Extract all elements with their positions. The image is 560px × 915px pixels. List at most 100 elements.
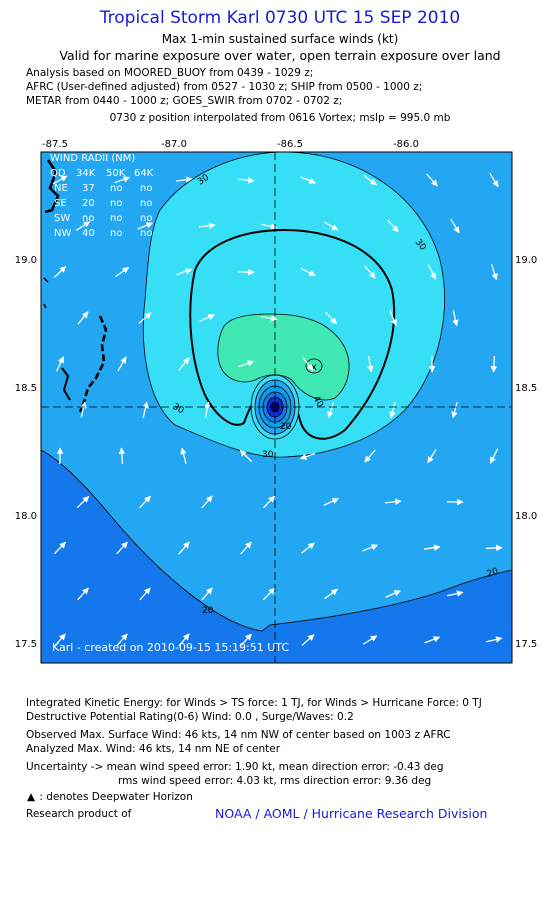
wind-arrow xyxy=(240,633,252,647)
wind-radii-header: QD xyxy=(50,168,66,179)
wind-arrow xyxy=(447,590,464,597)
map-subtitle: Max 1-min sustained surface winds (kt) xyxy=(161,32,399,46)
map-title: Tropical Storm Karl 0730 UTC 15 SEP 2010 xyxy=(99,8,461,28)
wind-arrow xyxy=(204,401,211,418)
latitude-ticks-right: 19.0 18.5 18.0 17.5 xyxy=(515,255,537,650)
coastline xyxy=(44,159,60,214)
wind-radii-title: WIND RADII (NM) xyxy=(50,153,135,164)
analysis-line: Analysis based on MOORED_BUOY from 0439 … xyxy=(26,67,314,79)
wind-arrow xyxy=(301,634,315,646)
coastline xyxy=(43,277,49,309)
wind-arrow xyxy=(52,175,68,185)
wind-arrow xyxy=(199,222,216,229)
wind-radii-value: no xyxy=(82,213,94,224)
wind-arrow xyxy=(486,636,503,643)
wind-arrow xyxy=(263,495,275,509)
wind-arrow xyxy=(137,222,154,230)
wind-arrow xyxy=(199,314,215,322)
wind-arrow xyxy=(262,587,276,601)
wind-arrow xyxy=(139,495,151,509)
wind-arrow xyxy=(367,355,374,373)
wind-arrow xyxy=(490,264,498,281)
lon-tick-label: -87.5 xyxy=(42,139,68,150)
max-wind-marker xyxy=(305,358,323,374)
latitude-ticks-left: 19.0 18.5 18.0 17.5 xyxy=(15,255,37,650)
wind-arrow xyxy=(260,315,278,322)
wind-arrow xyxy=(77,311,89,325)
wind-arrow xyxy=(261,223,278,230)
wind-arrow xyxy=(238,177,255,184)
lon-tick-label: -86.5 xyxy=(277,139,303,150)
lat-tick-label: 19.0 xyxy=(15,255,37,266)
wind-arrow xyxy=(389,402,396,419)
lat-tick-label: 18.0 xyxy=(515,511,537,522)
wind-radii-value: 40 xyxy=(82,228,95,239)
wind-radii-header: 64K xyxy=(134,168,154,179)
wind-radii-quadrant: NE xyxy=(54,183,68,194)
lat-tick-label: 18.5 xyxy=(515,383,537,394)
contour-label: 20 xyxy=(202,606,214,616)
wind-arrow xyxy=(490,355,498,373)
wind-arrow xyxy=(363,174,377,186)
lat-tick-label: 18.5 xyxy=(15,383,37,394)
wind-arrow xyxy=(53,541,67,555)
wind-arrow xyxy=(53,266,67,278)
wind-map: -87.5 -87.0 -86.5 -86.0 -87.5 -87.0 -86.… xyxy=(15,139,537,664)
analysis-line: METAR from 0440 - 1000 z; GOES_SWIR from… xyxy=(26,95,343,107)
wind-arrow xyxy=(115,266,130,278)
longitude-ticks-top: -87.5 -87.0 -86.5 -86.0 xyxy=(42,139,419,150)
wind-arrow xyxy=(178,633,190,647)
lat-tick-label: 17.5 xyxy=(15,639,37,650)
wind-arrow xyxy=(387,219,399,233)
wind-radii-header: 50K xyxy=(106,168,126,179)
wind-arrow xyxy=(77,587,89,601)
wind-arrow xyxy=(364,449,376,463)
analysis-line: AFRC (User-defined adjusted) from 0527 -… xyxy=(26,81,423,93)
wind-arrow xyxy=(489,448,499,464)
contour-label: 20 xyxy=(486,566,500,579)
research-line: Research product of xyxy=(26,808,132,820)
wind-arrow xyxy=(424,544,441,551)
wind-arrow xyxy=(325,311,337,325)
wind-arrow xyxy=(450,218,460,234)
deepwater-note: ▲ : denotes Deepwater Horizon xyxy=(26,791,193,803)
wind-arrow xyxy=(180,447,187,464)
wind-arrow xyxy=(299,452,316,460)
wind-vectors xyxy=(52,172,503,647)
contour-label: 30 xyxy=(262,450,274,460)
wind-radii-value: no xyxy=(110,198,122,209)
wind-arrow xyxy=(384,498,402,505)
wind-arrow xyxy=(489,172,499,188)
coastline xyxy=(61,367,71,401)
wind-arrow xyxy=(75,221,91,231)
lon-tick-label: -86.0 xyxy=(393,139,419,150)
wind-arrow xyxy=(118,447,126,465)
wind-arrow xyxy=(239,449,253,463)
lat-tick-label: 17.5 xyxy=(515,639,537,650)
wind-radii-value: no xyxy=(140,183,152,194)
wind-arrow xyxy=(240,541,252,555)
wind-arrow xyxy=(323,221,339,231)
wind-radii-value: no xyxy=(110,213,122,224)
wind-arrow xyxy=(424,636,441,644)
wind-radii-value: no xyxy=(140,213,152,224)
wind-arrow xyxy=(54,633,66,647)
wind-arrow xyxy=(116,541,128,555)
wind-arrow xyxy=(323,498,339,506)
wind-radii-value: 20 xyxy=(82,198,95,209)
wind-arrow xyxy=(451,402,458,419)
wind-arrow xyxy=(138,312,152,324)
wind-arrow xyxy=(427,264,437,280)
wind-radii-header: 34K xyxy=(76,168,96,179)
wind-arrow xyxy=(301,542,315,554)
lat-tick-label: 19.0 xyxy=(515,255,537,266)
uncertainty-line: Uncertainty -> mean wind speed error: 1.… xyxy=(26,761,444,773)
observed-max-wind-line: Observed Max. Surface Wind: 46 kts, 14 n… xyxy=(26,729,451,741)
map-frame xyxy=(40,151,513,664)
position-line: 0730 z position interpolated from 0616 V… xyxy=(109,112,451,124)
wind-radii-quadrant: SW xyxy=(54,213,70,224)
wind-arrow xyxy=(117,356,127,372)
max-wind-marker-label: x xyxy=(311,362,317,373)
wind-arrow xyxy=(116,633,128,647)
wind-band-40-50 xyxy=(217,313,350,401)
